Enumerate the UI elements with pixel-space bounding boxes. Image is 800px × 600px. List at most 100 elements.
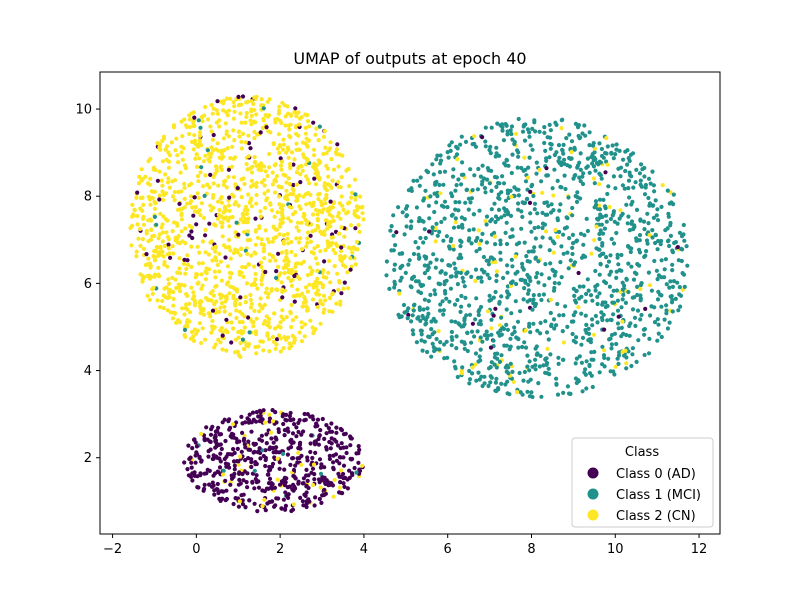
scatter-point	[664, 282, 669, 287]
scatter-point	[285, 262, 290, 268]
scatter-point	[219, 195, 224, 200]
scatter-point	[279, 185, 284, 190]
scatter-point	[157, 197, 162, 202]
scatter-point	[219, 496, 225, 501]
scatter-point	[504, 343, 509, 348]
scatter-point	[295, 198, 300, 203]
scatter-point	[360, 463, 365, 468]
scatter-point	[174, 285, 179, 291]
scatter-point	[473, 278, 478, 284]
scatter-point	[442, 356, 447, 361]
scatter-point	[267, 316, 272, 322]
scatter-point	[130, 214, 135, 219]
scatter-point	[168, 255, 173, 260]
scatter-point	[341, 471, 346, 477]
scatter-point	[235, 186, 240, 191]
scatter-point	[236, 335, 241, 340]
scatter-point	[462, 284, 467, 289]
scatter-point	[311, 120, 316, 125]
scatter-point	[487, 181, 492, 186]
scatter-point	[334, 458, 339, 463]
scatter-point	[326, 426, 331, 431]
scatter-point	[210, 137, 215, 142]
scatter-point	[607, 337, 612, 342]
scatter-point	[243, 458, 248, 463]
scatter-point	[602, 226, 608, 231]
scatter-point	[202, 482, 207, 487]
scatter-point	[243, 140, 248, 145]
scatter-point	[280, 147, 286, 152]
scatter-point	[288, 462, 293, 467]
scatter-point	[569, 156, 574, 161]
scatter-point	[224, 488, 229, 493]
scatter-point	[277, 202, 282, 207]
scatter-point	[410, 328, 415, 333]
scatter-point	[256, 167, 261, 172]
scatter-point	[520, 129, 526, 134]
scatter-point	[217, 442, 222, 447]
scatter-point	[238, 481, 243, 486]
scatter-point	[274, 342, 279, 347]
scatter-point	[530, 307, 535, 312]
scatter-point	[487, 276, 492, 281]
scatter-point	[404, 224, 409, 229]
scatter-point	[199, 165, 204, 170]
scatter-point	[217, 124, 222, 129]
scatter-point	[529, 229, 534, 234]
scatter-point	[616, 353, 622, 358]
scatter-point	[580, 181, 586, 187]
scatter-point	[171, 296, 176, 301]
scatter-point	[609, 150, 614, 155]
scatter-point	[438, 153, 443, 158]
scatter-point	[651, 183, 657, 188]
scatter-point	[467, 236, 472, 241]
scatter-point	[263, 448, 268, 453]
scatter-point	[639, 281, 644, 286]
scatter-point	[470, 371, 475, 376]
scatter-point	[253, 216, 258, 221]
scatter-point	[499, 332, 504, 337]
scatter-point	[311, 147, 317, 152]
scatter-point	[656, 331, 661, 336]
scatter-point	[409, 224, 414, 229]
scatter-point	[611, 312, 616, 317]
y-tick-label: 8	[84, 190, 92, 205]
scatter-point	[150, 287, 155, 292]
scatter-point	[636, 338, 641, 343]
scatter-point	[291, 182, 296, 188]
scatter-point	[350, 250, 355, 255]
scatter-point	[489, 207, 494, 212]
scatter-point	[437, 229, 442, 234]
scatter-point	[505, 391, 510, 396]
scatter-point	[646, 270, 652, 275]
scatter-point	[681, 272, 687, 277]
scatter-point	[175, 240, 180, 245]
scatter-point	[559, 126, 564, 131]
scatter-point	[191, 110, 196, 115]
scatter-point	[516, 116, 521, 122]
scatter-point	[533, 357, 538, 362]
scatter-point	[339, 225, 344, 230]
scatter-point	[259, 433, 264, 438]
scatter-point	[267, 412, 272, 417]
scatter-point	[515, 319, 521, 324]
scatter-point	[469, 329, 475, 334]
scatter-point	[578, 151, 583, 156]
scatter-point	[208, 432, 214, 437]
scatter-point	[454, 274, 459, 279]
scatter-point	[441, 182, 446, 187]
scatter-point	[199, 459, 204, 464]
scatter-point	[284, 150, 289, 155]
scatter-point	[266, 472, 271, 477]
scatter-point	[355, 247, 360, 252]
scatter-point	[181, 261, 187, 267]
scatter-point	[528, 143, 533, 148]
scatter-point	[535, 271, 540, 276]
scatter-point	[494, 269, 499, 274]
scatter-point	[338, 249, 344, 254]
scatter-point	[528, 330, 533, 335]
scatter-point	[415, 316, 420, 321]
scatter-point	[460, 160, 465, 165]
legend-box	[571, 437, 714, 528]
scatter-point	[277, 150, 282, 155]
